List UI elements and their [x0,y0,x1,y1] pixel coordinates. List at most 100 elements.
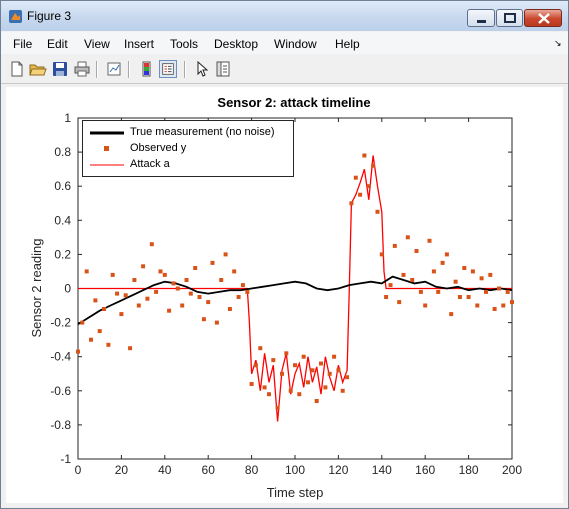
legend-label: True measurement (no noise) [130,126,275,138]
window-title: Figure 3 [27,9,72,23]
legend-box[interactable]: True measurement (no noise) Observed y A… [82,120,294,177]
pointer-icon[interactable] [193,60,211,78]
y-tick-label: -0.8 [50,418,71,432]
observed-point [158,269,163,274]
y-tick-label: 0.6 [54,179,71,193]
observed-point [141,264,146,269]
observed-point [462,266,467,270]
close-button[interactable] [524,9,562,27]
observed-point [206,300,211,305]
legend-entry-attack: Attack a [88,157,293,173]
observed-point [388,283,393,288]
observed-point [76,349,80,354]
maximize-button[interactable] [496,9,523,27]
menu-window[interactable]: Window [274,37,317,51]
observed-point [180,303,185,308]
menu-insert[interactable]: Insert [124,37,155,51]
observed-point [484,289,488,294]
minimize-button[interactable] [467,9,495,27]
observed-point [306,380,310,385]
observed-point [336,368,341,373]
observed-point [449,312,454,317]
menu-desktop[interactable]: Desktop [214,37,259,51]
observed-point [106,342,111,347]
observed-point [397,300,402,305]
x-tick-label: 100 [285,463,305,477]
observed-point [97,329,102,334]
print-icon[interactable] [73,60,91,78]
new-figure-icon[interactable] [8,60,26,78]
y-tick-label: -0.6 [50,384,71,398]
observed-point [284,351,289,356]
observed-point [444,252,449,257]
observed-point [119,312,124,317]
observed-point [123,293,128,298]
observed-point [310,368,315,373]
observed-point [375,209,380,214]
series-line-attack [78,155,512,422]
open-file-icon[interactable] [29,60,47,78]
series-line-true-measurement [77,275,513,326]
legend-icon[interactable] [159,60,177,78]
observed-point [362,153,367,158]
save-icon[interactable] [51,60,69,78]
observed-point [371,163,376,168]
plot-data [76,153,514,422]
link-plot-icon[interactable] [105,60,123,78]
observed-point [379,252,384,257]
observed-point [89,337,93,342]
observed-point [214,320,219,325]
x-tick-label: 200 [502,463,522,477]
close-icon [538,13,550,24]
observed-point [280,371,284,376]
observed-point [80,320,85,325]
title-bar[interactable]: Figure 3 [1,1,568,31]
x-tick-label: 140 [372,463,392,477]
observed-point [436,289,441,294]
axis-ticks: 0 20 40 60 80 100 120 140 160 180 200 -1 -0.8 -0.6 -0.… [50,111,522,477]
observed-point [392,243,397,248]
legend-entry-true-measurement: True measurement (no noise) [88,125,293,141]
observed-point [275,405,280,410]
colorbar-icon[interactable] [138,60,156,78]
observed-point [188,291,193,296]
observed-point [405,235,410,240]
observed-point [167,308,172,313]
figure-toolbar [1,55,568,84]
observed-point [358,192,363,197]
menu-file[interactable]: File [13,37,33,51]
observed-point [110,272,115,277]
menu-view[interactable]: View [84,37,110,51]
menu-edit[interactable]: Edit [47,37,68,51]
observed-point [236,295,241,299]
observed-point [475,303,480,308]
maximize-icon [504,13,516,23]
x-tick-label: 40 [158,463,172,477]
observed-point [93,298,98,303]
chart-title: Sensor 2: attack timeline [217,95,370,110]
observed-point [201,317,206,322]
x-tick-label: 60 [202,463,216,477]
observed-point [457,295,462,299]
legend-entry-observed: Observed y [88,141,293,157]
observed-point [453,279,458,284]
observed-point [340,388,345,393]
observed-point [271,358,276,363]
observed-point [301,354,306,359]
legend-line-swatch [90,164,124,166]
observed-point [171,281,176,286]
menu-dock-arrow-icon[interactable]: ↘ [554,38,562,48]
menu-help[interactable]: Help [335,37,360,51]
observed-point [253,363,258,368]
observed-point [431,269,436,274]
observed-point [288,388,293,393]
observed-point [145,296,150,301]
axes-plot[interactable]: Sensor 2: attack timeline 0 20 40 60 80 100 12… [6,87,563,503]
observed-point [479,276,484,281]
menu-tools[interactable]: Tools [170,37,199,51]
observed-point [384,295,389,299]
observed-point [184,278,189,282]
property-editor-icon[interactable] [214,60,232,78]
observed-point [427,238,432,243]
observed-point [227,307,232,311]
